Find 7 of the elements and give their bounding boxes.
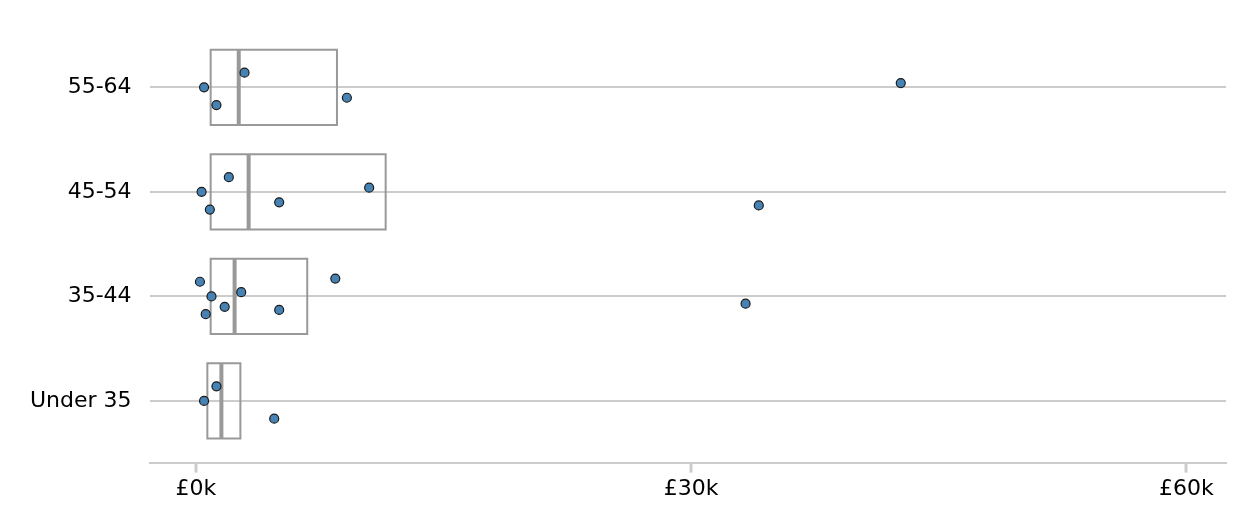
y-tick-label: Under 35 — [30, 386, 132, 412]
y-tick-label: 45-54 — [67, 177, 132, 203]
x-tick-label: £30k — [663, 474, 719, 500]
y-tick-label: 55-64 — [67, 73, 132, 99]
y-tick-label: 35-44 — [67, 282, 132, 308]
x-tick-label: £60k — [1159, 474, 1214, 500]
x-tick-label: £0k — [175, 474, 217, 500]
